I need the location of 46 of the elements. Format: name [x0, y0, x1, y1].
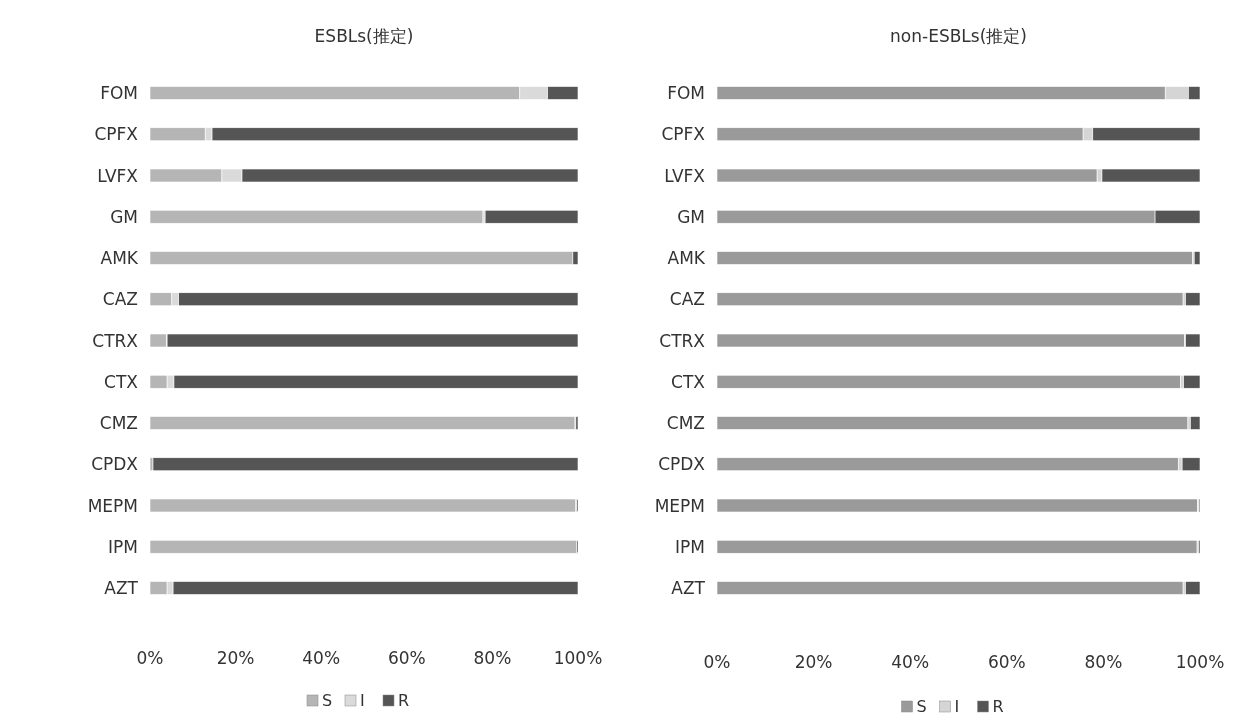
chart-title: ESBLs(推定): [314, 26, 414, 46]
y-tick-label: GM: [677, 206, 705, 227]
x-tick-label: 40%: [302, 648, 341, 668]
y-tick-label: AMK: [667, 248, 706, 268]
y-tick-label: CAZ: [669, 289, 705, 310]
x-tick-label: 100%: [553, 648, 603, 668]
y-tick-label: AMK: [100, 248, 139, 268]
x-tick-label: 20%: [216, 648, 255, 668]
y-tick-label: CPDX: [658, 454, 706, 475]
legend-label: I: [954, 697, 960, 716]
legend-label: R: [398, 691, 410, 710]
y-tick-label: CMZ: [99, 413, 138, 433]
legend-label: I: [360, 691, 365, 710]
x-tick-label: 80%: [473, 648, 512, 668]
x-tick-label: 60%: [387, 648, 426, 668]
y-tick-label: AZT: [671, 578, 706, 598]
x-tick-label: 0%: [703, 652, 731, 672]
y-tick-label: MEPM: [654, 495, 705, 516]
x-tick-label: 0%: [136, 648, 164, 668]
y-tick-label: CPFX: [94, 124, 139, 145]
y-tick-label: FOM: [667, 83, 705, 103]
x-tick-label: 80%: [1084, 652, 1123, 672]
y-tick-label: LVFX: [664, 165, 706, 186]
x-tick-label: 100%: [1175, 652, 1225, 672]
y-tick-label: LVFX: [97, 165, 139, 186]
y-tick-label: AZT: [104, 578, 139, 598]
legend-label: R: [992, 697, 1004, 716]
y-tick-label: CTRX: [92, 330, 139, 351]
chart-title: non-ESBLs(推定): [890, 26, 1027, 46]
y-tick-label: FOM: [100, 83, 138, 103]
y-tick-label: IPM: [108, 536, 138, 557]
y-tick-label: GM: [110, 206, 138, 227]
y-tick-label: IPM: [675, 536, 705, 557]
x-tick-label: 40%: [891, 652, 930, 672]
y-tick-label: MEPM: [87, 495, 138, 516]
y-tick-label: CTX: [671, 371, 706, 392]
y-tick-label: CTX: [104, 371, 139, 392]
x-tick-label: 60%: [987, 652, 1026, 672]
legend-label: S: [322, 691, 333, 710]
y-tick-label: CMZ: [666, 413, 705, 433]
y-tick-label: CAZ: [102, 289, 138, 310]
legend-label: S: [916, 697, 927, 716]
y-tick-label: CTRX: [659, 330, 706, 351]
x-tick-label: 20%: [794, 652, 833, 672]
y-tick-label: CPFX: [661, 124, 706, 145]
y-tick-label: CPDX: [91, 454, 139, 475]
